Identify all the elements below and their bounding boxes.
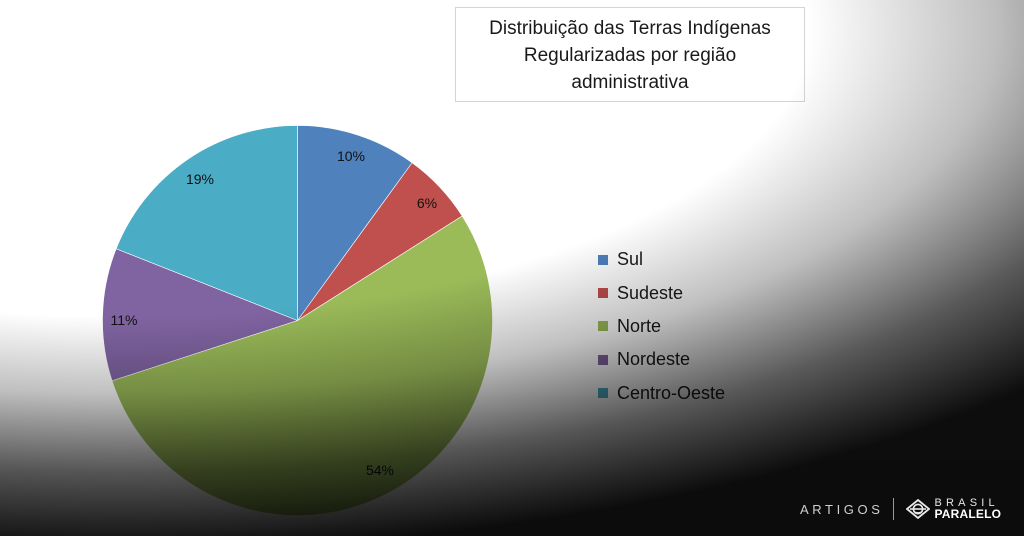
legend-swatch-centro-oeste	[598, 388, 608, 399]
legend-item-nordeste: Nordeste	[598, 343, 725, 376]
section-label-artigos: ARTIGOS	[800, 501, 884, 517]
legend-item-sul: Sul	[598, 243, 725, 276]
brasil-paralelo-logo[interactable]: BRASIL PARALELO	[906, 498, 1001, 520]
brand-emblem-icon	[906, 499, 931, 519]
legend-label-centro-oeste: Centro-Oeste	[617, 382, 726, 403]
slice-label-sudeste: 6%	[417, 195, 437, 211]
legend-label-nordeste: Nordeste	[617, 349, 691, 370]
pie-slices	[102, 125, 493, 516]
legend-label-sul: Sul	[617, 249, 644, 270]
chart-legend: Sul Sudeste Norte Nordeste Centro-Oeste	[598, 243, 725, 410]
legend-item-norte: Norte	[598, 310, 725, 343]
slice-label-centro-oeste: 19%	[186, 171, 214, 187]
legend-swatch-sudeste	[598, 288, 608, 299]
slice-label-sul: 10%	[337, 148, 365, 164]
legend-label-sudeste: Sudeste	[617, 282, 684, 303]
legend-swatch-sul	[598, 254, 608, 265]
brand-divider	[893, 498, 895, 520]
brand-name-bottom: PARALELO	[934, 507, 1002, 521]
brand-name-top: BRASIL	[934, 497, 999, 509]
legend-swatch-nordeste	[598, 354, 608, 365]
slice-label-nordeste: 11%	[111, 312, 138, 328]
brand-footer: ARTIGOS BRASIL PARALELO	[800, 494, 1001, 524]
legend-label-norte: Norte	[617, 315, 662, 336]
slice-label-norte: 54%	[366, 462, 394, 478]
legend-swatch-norte	[598, 321, 608, 332]
legend-item-sudeste: Sudeste	[598, 276, 725, 309]
legend-item-centro-oeste: Centro-Oeste	[598, 377, 725, 410]
